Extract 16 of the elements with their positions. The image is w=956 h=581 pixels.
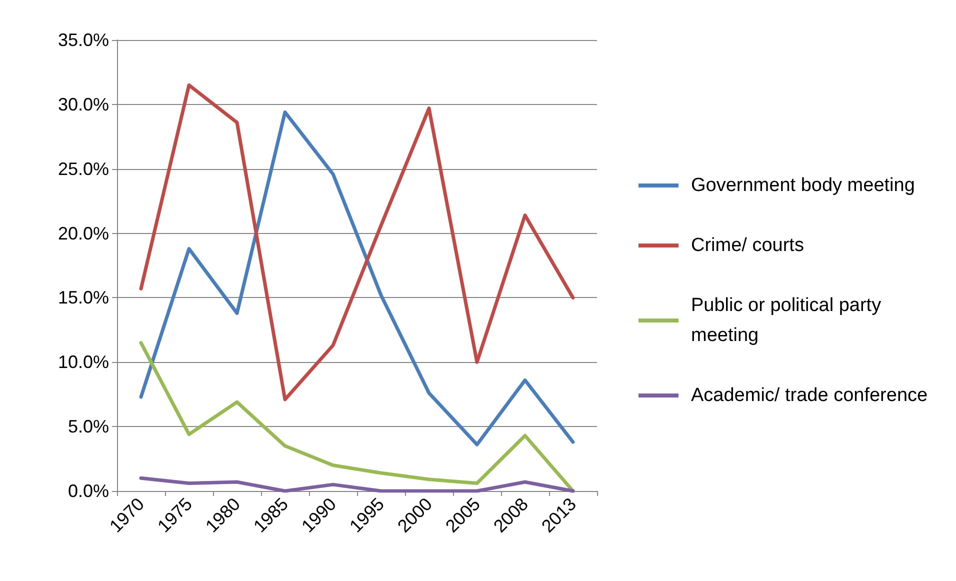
legend-label: Government body meeting (691, 175, 915, 196)
y-tick-label: 35.0% (58, 30, 109, 50)
line-series (139, 476, 575, 493)
legend-label: Crime/ courts (691, 235, 804, 256)
y-tick-label: 25.0% (58, 158, 109, 179)
line-series (139, 110, 575, 446)
legend-label: Academic/ trade conference (691, 385, 928, 406)
y-tick-label: 15.0% (58, 288, 109, 308)
line-series (139, 83, 575, 402)
y-tick-label: 5.0% (68, 416, 109, 437)
line-series (139, 341, 575, 493)
y-tick-label: 20.0% (58, 223, 109, 244)
y-tick-label: 0.0% (68, 481, 109, 501)
y-tick-label: 30.0% (58, 94, 109, 114)
y-tick-label: 10.0% (58, 352, 109, 372)
legend-label: Public or political party meeting (691, 295, 886, 346)
